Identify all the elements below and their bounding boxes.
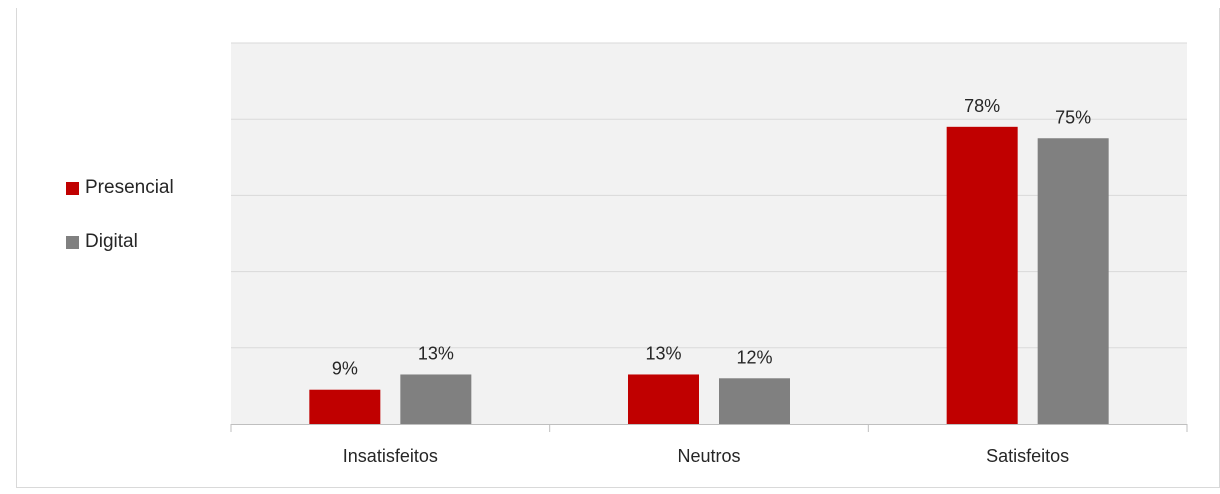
bar [400, 374, 472, 424]
x-axis: Insatisfeitos Neutros Satisfeitos [230, 424, 1188, 466]
data-label: 12% [736, 347, 772, 367]
x-tick-label: Insatisfeitos [343, 446, 438, 466]
legend-label-digital: Digital [85, 231, 138, 252]
data-label: 78% [964, 96, 1000, 116]
legend-label-presencial: Presencial [85, 177, 174, 198]
data-label: 9% [332, 359, 358, 379]
data-label: 13% [418, 343, 454, 363]
x-tick-label: Neutros [677, 446, 740, 466]
legend-item-presencial: Presencial [66, 175, 174, 201]
legend: Presencial Digital [66, 175, 174, 283]
legend-swatch-digital [66, 235, 79, 249]
x-tick-label: Satisfeitos [986, 446, 1069, 466]
bars [309, 126, 1109, 424]
data-label: 75% [1055, 107, 1091, 127]
bar [719, 378, 790, 424]
legend-item-digital: Digital [66, 229, 174, 255]
plot-area [231, 43, 1187, 424]
data-label: 13% [645, 343, 681, 363]
bar [946, 126, 1018, 424]
bar [628, 374, 699, 424]
data-labels: 9% 13% 13% 12% 78% 75% [332, 96, 1091, 379]
bar [1037, 138, 1109, 424]
bar [309, 389, 381, 424]
legend-swatch-presencial [66, 181, 79, 195]
gridlines [231, 42, 1187, 349]
